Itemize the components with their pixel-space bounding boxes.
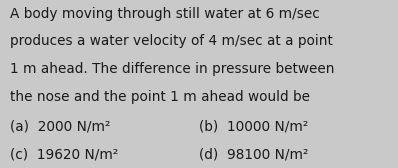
Text: 1 m ahead. The difference in pressure between: 1 m ahead. The difference in pressure be… [10,62,334,76]
Text: (b)  10000 N/m²: (b) 10000 N/m² [199,119,308,133]
Text: A body moving through still water at 6 m/sec: A body moving through still water at 6 m… [10,7,320,21]
Text: (c)  19620 N/m²: (c) 19620 N/m² [10,147,118,161]
Text: produces a water velocity of 4 m/sec at a point: produces a water velocity of 4 m/sec at … [10,34,333,48]
Text: the nose and the point 1 m ahead would be: the nose and the point 1 m ahead would b… [10,90,310,104]
Text: (a)  2000 N/m²: (a) 2000 N/m² [10,119,110,133]
Text: (d)  98100 N/m²: (d) 98100 N/m² [199,147,308,161]
